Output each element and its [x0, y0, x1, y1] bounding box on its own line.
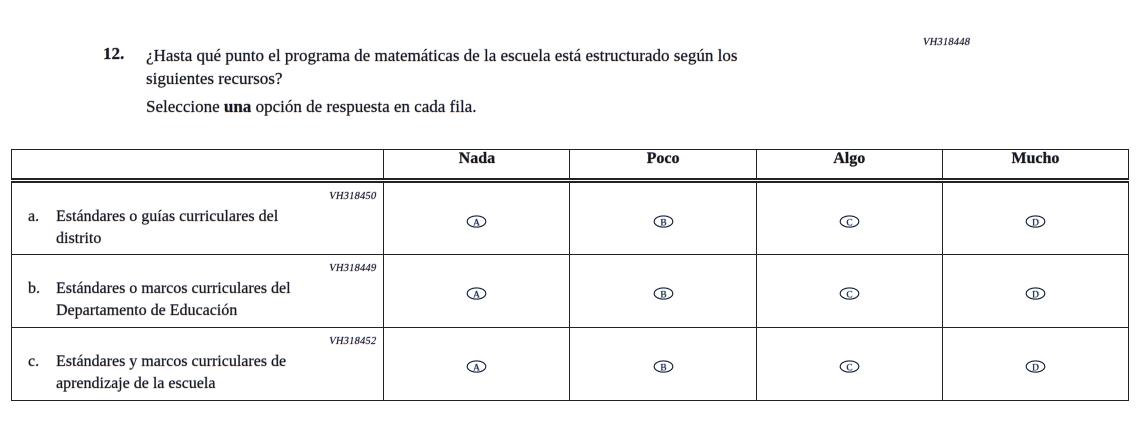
svg-text:C: C: [846, 218, 852, 228]
svg-text:B: B: [660, 290, 666, 300]
svg-text:C: C: [846, 363, 852, 373]
svg-text:A: A: [474, 218, 481, 228]
svg-text:A: A: [474, 290, 481, 300]
svg-text:A: A: [474, 363, 481, 373]
svg-text:B: B: [660, 363, 666, 373]
svg-text:B: B: [660, 218, 666, 228]
svg-text:D: D: [1032, 290, 1039, 300]
svg-text:C: C: [846, 290, 852, 300]
svg-text:D: D: [1032, 363, 1039, 373]
svg-text:D: D: [1032, 218, 1039, 228]
